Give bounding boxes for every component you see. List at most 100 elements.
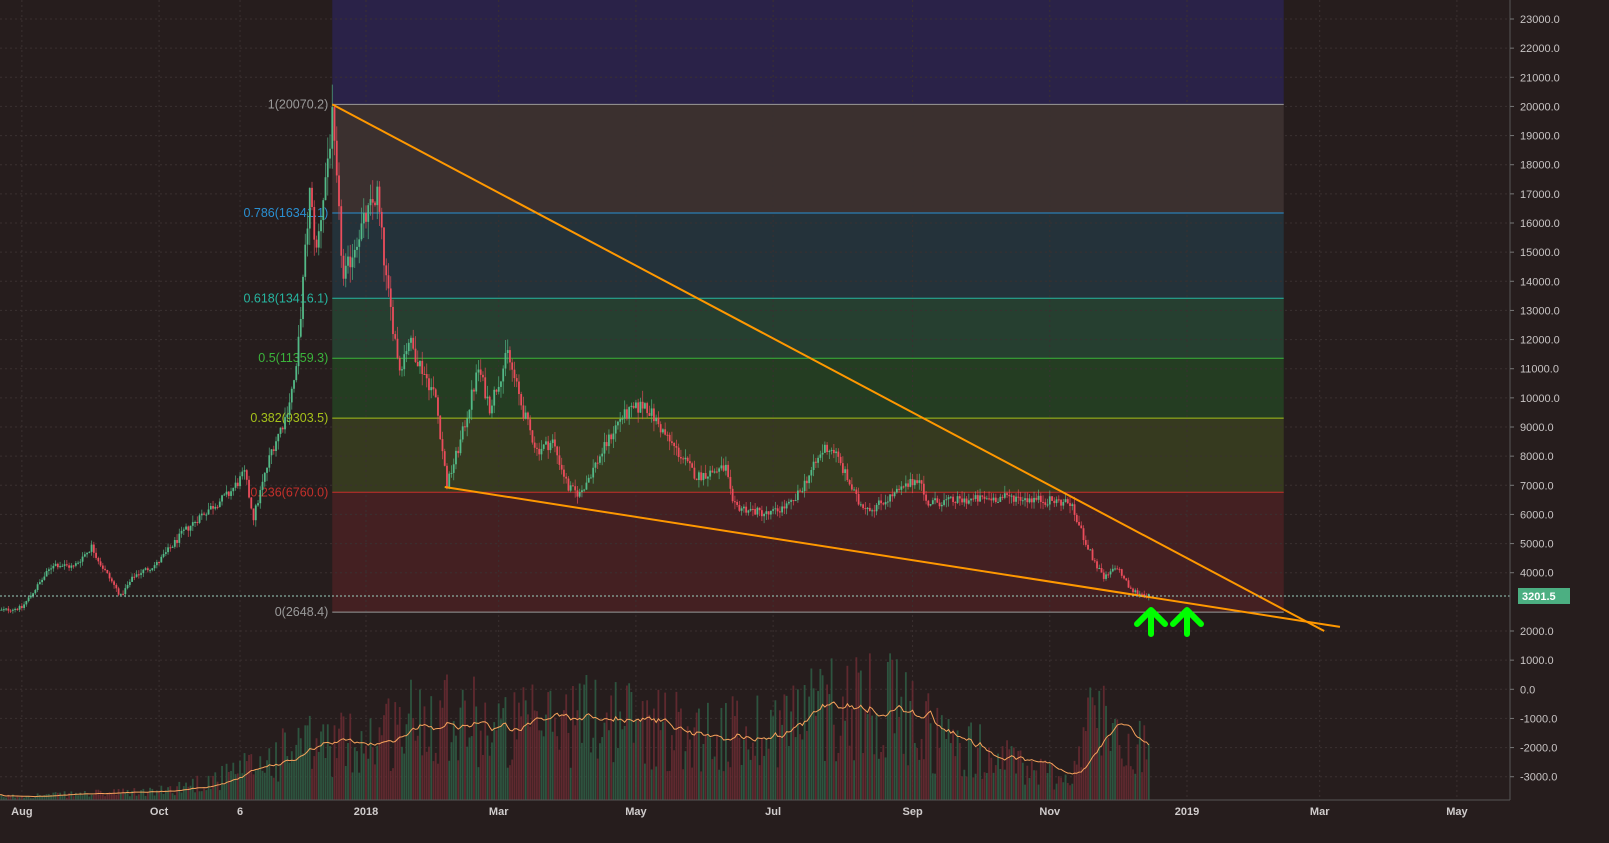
volume-bar xyxy=(1026,765,1029,800)
candle xyxy=(158,561,160,566)
candle-body xyxy=(828,450,831,453)
candle xyxy=(266,467,268,482)
candle xyxy=(254,503,257,527)
candle-body xyxy=(9,610,12,612)
price-tick-label: 8000.0 xyxy=(1520,451,1554,463)
candle xyxy=(828,449,831,460)
volume-bar xyxy=(270,775,273,800)
volume-bar xyxy=(205,790,208,800)
candle-body xyxy=(203,513,205,515)
candle xyxy=(2,606,5,612)
volume-bar xyxy=(1111,722,1114,800)
candle-body xyxy=(857,493,860,505)
volume-bar xyxy=(1105,705,1107,800)
candle xyxy=(218,498,221,508)
candle xyxy=(576,485,579,504)
volume-bar xyxy=(927,693,930,800)
candle xyxy=(263,472,266,487)
volume-bar xyxy=(1080,767,1083,800)
volume-bar xyxy=(545,714,547,800)
volume-bar xyxy=(722,771,725,800)
trendlines[interactable] xyxy=(331,103,1341,632)
candle-body xyxy=(691,463,694,468)
candle-body xyxy=(488,396,491,414)
price-axis[interactable]: 23000.022000.021000.020000.019000.018000… xyxy=(0,0,1570,800)
candle xyxy=(612,426,615,449)
volume-bar xyxy=(252,774,255,800)
candle xyxy=(342,248,345,286)
volume-bar xyxy=(338,728,340,800)
volume-bar xyxy=(1145,759,1148,800)
volume-bar xyxy=(909,701,912,800)
candle-body xyxy=(221,495,223,502)
volume-bar xyxy=(637,720,640,800)
candle xyxy=(272,445,275,455)
candle-body xyxy=(859,504,862,506)
candle-body xyxy=(365,212,367,222)
candle-body xyxy=(697,472,700,481)
candle xyxy=(173,537,176,549)
candle xyxy=(153,561,156,571)
candle-body xyxy=(236,482,239,487)
volume-bar xyxy=(608,730,610,800)
volume-bar xyxy=(356,751,358,800)
candle-body xyxy=(715,471,718,473)
candle xyxy=(470,380,473,421)
candle-body xyxy=(551,439,554,443)
volume-bar xyxy=(803,685,806,800)
candle xyxy=(976,489,979,506)
up-arrow-icon xyxy=(1170,607,1204,637)
volume-bar xyxy=(419,689,421,800)
volume-bar xyxy=(765,737,768,800)
volume-bar xyxy=(241,773,244,800)
volume-bar xyxy=(563,710,565,800)
candle xyxy=(774,501,777,515)
volume-bar xyxy=(857,672,860,800)
volume-bar xyxy=(610,695,613,800)
candle-body xyxy=(194,521,196,523)
price-tick-label: 4000.0 xyxy=(1520,568,1554,580)
candle-body xyxy=(594,462,597,468)
fibonacci-levels[interactable]: 1(20070.2)0.786(16341.1)0.618(13416.1)0.… xyxy=(243,97,1284,619)
candle xyxy=(783,499,786,515)
candle-body xyxy=(313,207,316,240)
candle-body xyxy=(653,408,655,422)
volume-bar xyxy=(682,769,685,800)
volume-bar xyxy=(961,776,963,800)
time-axis[interactable]: Aug Oct 6 2018 Mar May Jul Sep Nov 2019 Mar May xyxy=(0,799,1510,818)
candle xyxy=(1024,492,1026,507)
candle xyxy=(859,501,862,507)
volume-bar xyxy=(77,795,79,800)
candle xyxy=(992,493,995,503)
volume-bar xyxy=(122,788,124,800)
candle-body xyxy=(817,457,820,463)
candle xyxy=(1003,485,1006,500)
volume-bar xyxy=(214,772,217,800)
candle-body xyxy=(473,389,475,392)
candle xyxy=(848,479,851,486)
candle-body xyxy=(506,350,509,353)
volume-bar xyxy=(623,725,626,800)
candle-body xyxy=(311,187,313,208)
candle xyxy=(659,421,662,438)
volume-bar xyxy=(560,715,563,800)
candle xyxy=(1037,489,1040,504)
candle xyxy=(16,607,19,611)
candle xyxy=(227,490,230,499)
volume-bar xyxy=(194,792,196,800)
candle-body xyxy=(443,451,446,466)
candle-body xyxy=(1008,494,1011,497)
candle xyxy=(626,404,628,421)
volume-bar xyxy=(783,694,786,800)
candle-body xyxy=(1134,590,1137,593)
candle xyxy=(1069,497,1071,514)
volume-bar xyxy=(760,738,763,800)
candle xyxy=(191,515,194,531)
volume-bar xyxy=(814,715,817,800)
candle xyxy=(151,568,154,572)
candle-body xyxy=(794,500,797,502)
volume-bar xyxy=(326,724,329,800)
candle xyxy=(632,402,635,409)
candle xyxy=(1010,493,1013,504)
